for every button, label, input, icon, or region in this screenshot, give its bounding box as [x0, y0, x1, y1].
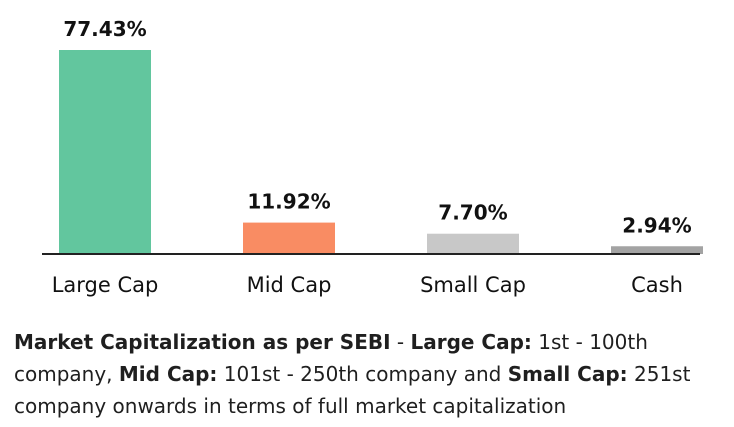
footnote-separator: - — [390, 330, 411, 354]
market-cap-footnote: Market Capitalization as per SEBI - Larg… — [14, 326, 724, 422]
footnote-mid-cap-label: Mid Cap: — [118, 362, 218, 386]
category-label-mid-cap: Mid Cap — [247, 273, 332, 297]
value-label-large-cap: 77.43% — [63, 17, 146, 41]
bar-mid-cap — [243, 222, 335, 254]
category-label-large-cap: Large Cap — [52, 273, 159, 297]
footnote-large-cap-label: Large Cap: — [410, 330, 532, 354]
bar-small-cap — [427, 233, 519, 254]
footnote-mid-cap-range: 101st - 250th company and — [217, 362, 508, 386]
bar-large-cap — [59, 50, 151, 254]
category-label-cash: Cash — [631, 273, 683, 297]
value-label-small-cap: 7.70% — [438, 201, 507, 225]
bar-cash — [611, 246, 703, 254]
footnote-bold-heading: Market Capitalization as per SEBI — [14, 330, 391, 354]
footnote-small-cap-label: Small Cap: — [507, 362, 628, 386]
value-label-cash: 2.94% — [622, 213, 691, 237]
bars-group — [59, 50, 703, 254]
value-labels-group: 77.43% 11.92% 7.70% 2.94% — [63, 17, 691, 237]
category-labels-group: Large Cap Mid Cap Small Cap Cash — [52, 273, 683, 297]
footnote-small-cap-range: 251st company onwards in terms of full m… — [14, 362, 691, 418]
market-cap-bar-chart: 77.43% 11.92% 7.70% 2.94% Large Cap Mid Cap S… — [42, 17, 703, 297]
category-label-small-cap: Small Cap — [420, 273, 526, 297]
value-label-mid-cap: 11.92% — [247, 190, 330, 214]
footnote-large-cap-range: 1st - 100th company, — [14, 330, 648, 386]
